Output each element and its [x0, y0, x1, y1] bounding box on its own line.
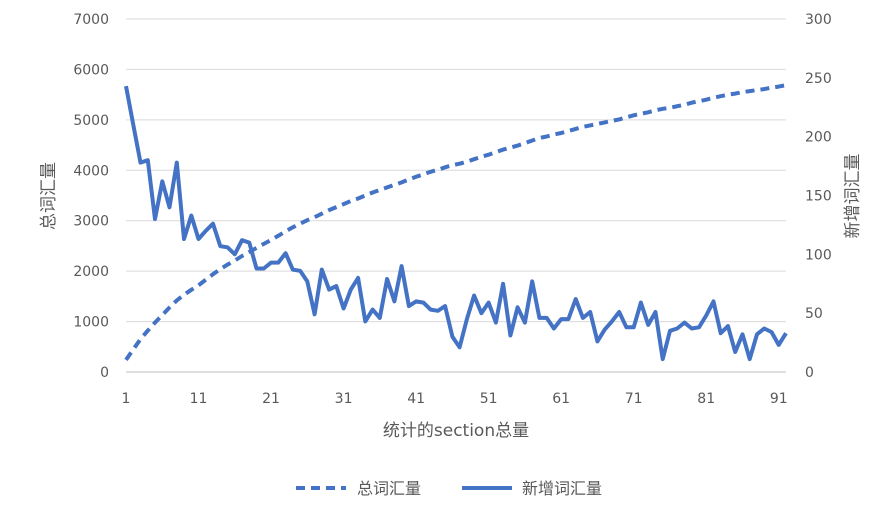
x-tick-label: 61: [552, 391, 570, 407]
y-tick-label-left: 3000: [73, 214, 109, 230]
x-tick-label: 11: [190, 391, 208, 407]
y-tick-label-left: 1000: [73, 315, 109, 331]
y-tick-label-right: 50: [805, 306, 823, 322]
x-tick-label: 41: [407, 391, 425, 407]
left-axis-ticks: 0 1000 2000 3000 4000 5000 6000 7000: [73, 12, 109, 381]
y-axis-title-left: 总词汇量: [39, 162, 59, 230]
x-tick-label: 31: [335, 391, 353, 407]
x-tick-label: 1: [122, 391, 131, 407]
y-tick-label-left: 7000: [73, 12, 109, 28]
y-tick-label-left: 0: [100, 365, 109, 381]
y-tick-label-left: 6000: [73, 62, 109, 78]
series-line-new-vocab: [124, 85, 788, 362]
legend-label-total: 总词汇量: [357, 479, 421, 498]
gridlines: [126, 18, 786, 323]
x-tick-label: 21: [262, 391, 280, 407]
x-axis-title: 统计的section总量: [383, 421, 529, 441]
legend-label-new: 新增词汇量: [522, 479, 602, 498]
y-tick-label-right: 200: [805, 130, 832, 146]
x-tick-label: 71: [625, 391, 643, 407]
y-tick-label-right: 0: [805, 365, 814, 381]
x-axis-ticks: 1 11 21 31 41 51 61 71 81 91: [122, 391, 788, 407]
right-axis-ticks: 0 50 100 150 200 250 300: [805, 12, 832, 381]
y-tick-label-left: 2000: [73, 264, 109, 280]
y-tick-label-right: 300: [805, 12, 832, 28]
y-tick-label-right: 150: [805, 189, 832, 205]
series-line-total-vocab: [124, 83, 787, 362]
y-tick-label-left: 5000: [73, 113, 109, 129]
legend: 总词汇量 新增词汇量: [296, 479, 602, 498]
x-tick-label: 81: [697, 391, 715, 407]
y-tick-label-left: 4000: [73, 163, 109, 179]
y-tick-label-right: 100: [805, 247, 832, 263]
series-layer: [124, 83, 788, 362]
y-axis-title-right: 新增词汇量: [843, 154, 863, 239]
x-tick-label: 51: [480, 391, 498, 407]
x-tick-label: 91: [770, 391, 788, 407]
y-tick-label-right: 250: [805, 71, 832, 87]
